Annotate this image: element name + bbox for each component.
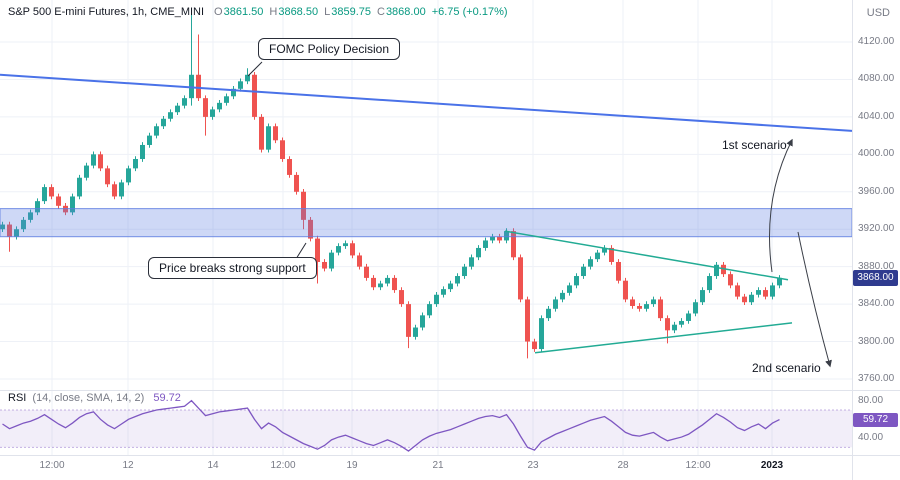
- last-price-badge: 3868.00: [853, 269, 898, 286]
- first-scenario-label[interactable]: 1st scenario: [722, 138, 787, 152]
- symbol-legend: S&P 500 E-mini Futures, 1h, CME_MINI O386…: [8, 6, 508, 18]
- time-axis[interactable]: 12:00 12 14 12:00 19 21 23 28 12:00 2023: [0, 456, 900, 480]
- support-break-annotation[interactable]: Price breaks strong support: [148, 257, 317, 279]
- ohlc-values: O3861.50 H3868.50 L3859.75 C3868.00: [208, 6, 426, 18]
- rsi-axis-label: 40.00: [858, 432, 884, 443]
- price-axis-label: 3800.00: [858, 335, 895, 347]
- rsi-indicator-label[interactable]: RSI (14, close, SMA, 14, 2) 59.72: [8, 392, 181, 404]
- price-axis-label: 3760.00: [858, 373, 895, 384]
- time-axis-label: 12:00: [270, 460, 296, 471]
- second-scenario-label[interactable]: 2nd scenario: [752, 361, 821, 375]
- time-axis-label: 12: [122, 460, 134, 471]
- time-axis-label: 19: [346, 460, 358, 471]
- ohlc-value: 3868.50: [278, 6, 319, 18]
- ohlc-value: 3859.75: [331, 6, 371, 18]
- fomc-annotation[interactable]: FOMC Policy Decision: [258, 38, 401, 60]
- rsi-axis-label: 80.00: [858, 394, 884, 406]
- time-axis-label: 28: [617, 460, 629, 471]
- ohlc-key: H: [269, 6, 278, 18]
- price-axis-label: 4040.00: [858, 110, 895, 122]
- ohlc-value: 3861.50: [223, 6, 264, 18]
- ohlc-key: O: [214, 6, 223, 18]
- price-change: +6.75 (+0.17%): [431, 6, 508, 18]
- rsi-name: RSI: [8, 392, 27, 404]
- price-axis-label: 3920.00: [858, 223, 895, 235]
- time-axis-label: 14: [207, 460, 219, 471]
- rsi-value-badge: 59.72: [853, 412, 898, 427]
- price-axis-label: 3880.00: [858, 260, 895, 272]
- price-axis-label: 4120.00: [858, 36, 895, 47]
- currency-label: USD: [866, 7, 890, 19]
- price-axis-label: 3960.00: [858, 185, 895, 197]
- time-axis-label: 12:00: [685, 460, 711, 471]
- rsi-current-value: 59.72: [153, 392, 181, 404]
- time-axis-label: 21: [432, 460, 444, 471]
- time-axis-label: 23: [527, 460, 539, 471]
- ohlc-key: L: [324, 6, 331, 18]
- price-axis-label: 4080.00: [858, 73, 895, 85]
- time-axis-label: 2023: [760, 460, 784, 471]
- ohlc-value: 3868.00: [385, 6, 426, 18]
- rsi-params: (14, close, SMA, 14, 2): [32, 392, 145, 404]
- price-axis-label: 3840.00: [858, 298, 895, 310]
- price-axis[interactable]: 4120.00 4080.00 4040.00 4000.00 3960.00 3920.…: [853, 0, 900, 455]
- symbol-title[interactable]: S&P 500 E-mini Futures, 1h, CME_MINI: [8, 6, 205, 18]
- time-axis-label: 12:00: [39, 460, 65, 471]
- price-axis-label: 4000.00: [858, 148, 895, 160]
- ohlc-key: C: [376, 6, 385, 18]
